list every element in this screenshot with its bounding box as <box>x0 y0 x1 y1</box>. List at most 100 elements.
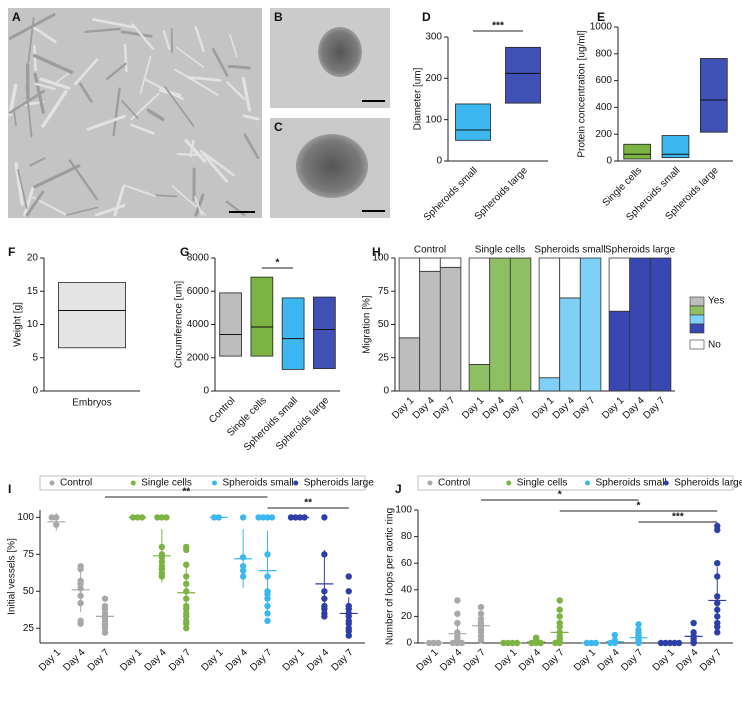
point <box>264 610 271 617</box>
bar-segment <box>398 257 421 339</box>
cell <box>241 76 252 112</box>
point <box>264 514 271 521</box>
point <box>183 561 190 568</box>
y-tick-label: 60 <box>401 558 413 569</box>
cell <box>8 13 56 40</box>
legend-swatch <box>689 314 705 325</box>
legend-label: Control <box>60 478 92 489</box>
cell <box>92 18 135 29</box>
y-tick-label: 0 <box>203 386 209 397</box>
y-tick-label: 600 <box>595 75 612 86</box>
x-tick-label: Day 4 <box>517 647 544 674</box>
bar-segment <box>468 363 491 392</box>
y-tick-label: 80 <box>401 531 413 542</box>
significance-label: * <box>637 501 641 512</box>
y-axis-label: Circumference [um] <box>174 281 185 368</box>
x-tick-label: Day 7 <box>248 647 275 674</box>
bar-segment <box>439 257 462 268</box>
cell <box>65 206 99 216</box>
y-tick-label: 0 <box>606 156 612 167</box>
box <box>313 296 336 369</box>
y-tick-label: 1000 <box>590 22 613 33</box>
cell <box>243 133 260 160</box>
photo-texture <box>8 13 260 217</box>
point <box>345 632 352 639</box>
cell <box>164 86 195 128</box>
point <box>454 597 461 604</box>
x-tick-label: Day 1 <box>493 647 520 674</box>
bar-segment <box>489 257 511 392</box>
y-axis-label: Diameter [um] <box>413 67 424 130</box>
cell <box>84 27 121 34</box>
x-tick-label: Day 7 <box>501 395 528 422</box>
panel-label: D <box>422 10 431 24</box>
point <box>345 573 352 580</box>
cell <box>229 33 238 58</box>
x-tick-label: Day 7 <box>167 647 194 674</box>
y-tick-label: 100 <box>17 512 34 523</box>
legend-marker <box>212 480 217 486</box>
cell <box>17 168 28 210</box>
legend-label: Single cells <box>517 478 568 489</box>
y-axis-label: Weight [g] <box>13 302 24 347</box>
y-tick-label: 2000 <box>187 352 210 363</box>
cell <box>120 30 153 38</box>
cell <box>162 29 171 51</box>
x-tick-label: Day 1 <box>118 647 145 674</box>
point <box>183 620 190 627</box>
significance-label: *** <box>492 21 504 32</box>
y-tick-label: 8000 <box>187 253 210 264</box>
group-label: Spheroids large <box>605 245 675 256</box>
cell <box>33 72 45 114</box>
y-tick-label: 20 <box>401 611 413 622</box>
cell <box>94 204 126 217</box>
point <box>556 606 563 613</box>
y-tick-label: 0 <box>383 386 389 397</box>
point <box>556 597 563 604</box>
x-tick-label: Day 1 <box>390 395 417 422</box>
group-label: Single cells <box>475 245 526 256</box>
x-tick-label: Day 4 <box>305 647 332 674</box>
bar-segment <box>468 257 491 365</box>
cell <box>202 152 229 183</box>
cell <box>23 186 35 217</box>
legend-swatch <box>689 339 705 350</box>
y-tick-label: 40 <box>401 584 413 595</box>
cell <box>14 162 24 206</box>
point <box>345 627 352 635</box>
photo <box>8 8 262 218</box>
point <box>528 639 535 647</box>
cell <box>29 157 46 167</box>
x-tick-label: Day 7 <box>329 647 356 674</box>
cell <box>112 87 121 137</box>
legend-marker <box>506 480 512 486</box>
x-tick-label: Day 1 <box>651 647 678 674</box>
bar-segment <box>398 337 421 392</box>
legend-label: Control <box>438 478 470 489</box>
bar-segment <box>559 297 581 392</box>
legend-label: Spheroids large <box>674 478 742 489</box>
y-tick-label: 25 <box>23 623 35 634</box>
cell <box>131 23 155 51</box>
y-tick-label: 75 <box>23 549 35 560</box>
legend-marker <box>585 480 590 486</box>
x-tick-label: Day 7 <box>698 647 725 674</box>
cell <box>184 138 207 163</box>
cell <box>186 76 222 82</box>
box <box>58 282 126 349</box>
x-tick-label: Day 4 <box>438 647 465 674</box>
box <box>455 103 491 141</box>
legend-marker <box>130 480 136 486</box>
panel-label: F <box>8 245 15 259</box>
legend-label: Yes <box>708 296 724 307</box>
y-tick-label: 100 <box>395 505 412 516</box>
group-label: Spheroids small <box>534 245 605 256</box>
cell <box>194 26 205 53</box>
y-tick-label: 0 <box>32 386 38 397</box>
y-tick-label: 100 <box>425 114 442 125</box>
legend-label: Spheroids small <box>223 478 294 489</box>
legend-label: Spheroids small <box>596 478 667 489</box>
legend-swatch <box>689 305 705 316</box>
point <box>449 639 457 647</box>
cell <box>32 53 74 74</box>
